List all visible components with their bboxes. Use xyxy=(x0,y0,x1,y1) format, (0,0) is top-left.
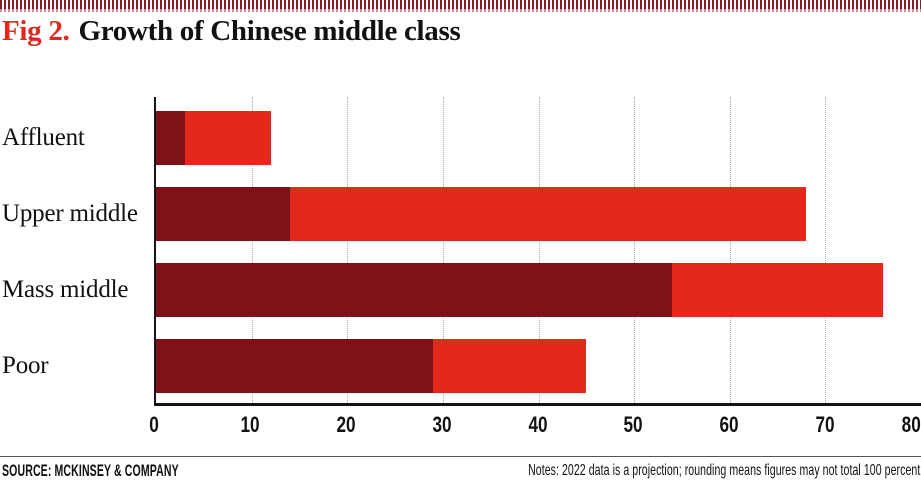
category-label: Mass middle xyxy=(2,276,129,303)
category-label: Poor xyxy=(2,352,49,379)
x-tick-label: 50 xyxy=(623,412,643,437)
bar-row xyxy=(156,263,921,317)
bar-row xyxy=(156,111,921,165)
bar-segment-dark xyxy=(156,263,673,317)
x-tick-label: 20 xyxy=(336,412,356,437)
bar-segment-dark xyxy=(156,111,185,165)
gridline xyxy=(825,97,827,403)
gridline xyxy=(251,97,253,403)
plot-area xyxy=(154,97,921,406)
bar-segment-bright xyxy=(289,187,807,241)
chart-title-text: Growth of Chinese middle class xyxy=(78,15,461,47)
bar-segment-bright xyxy=(184,111,271,165)
x-tick-label: 30 xyxy=(432,412,452,437)
source-text: SOURCE: MCKINSEY & COMPANY xyxy=(2,461,179,480)
category-label: Upper middle xyxy=(2,200,138,227)
gridline xyxy=(442,97,444,403)
striped-top-border xyxy=(0,0,921,12)
x-tick-label: 40 xyxy=(527,412,548,437)
x-axis-tick-labels: 0 10 20 30 40 50 60 70 80 xyxy=(149,412,921,442)
figure-number-label: Fig 2. xyxy=(2,15,70,47)
bar-row xyxy=(156,187,921,241)
bar-segment-dark xyxy=(156,187,290,241)
x-tick-label: 70 xyxy=(815,412,835,437)
x-tick-label: 60 xyxy=(719,412,739,437)
x-tick-label: 10 xyxy=(240,412,260,437)
gridline xyxy=(634,97,636,403)
category-labels: Affluent Upper middle Mass middle Poor xyxy=(2,97,152,406)
footer-divider xyxy=(0,456,921,457)
chart-title: Fig 2. Growth of Chinese middle class xyxy=(2,15,461,48)
notes-text: Notes: 2022 data is a projection; roundi… xyxy=(527,462,920,479)
bar-row xyxy=(156,339,921,393)
gridline xyxy=(347,97,349,403)
x-tick-label: 0 xyxy=(149,412,159,437)
x-tick-label: 80 xyxy=(901,412,921,437)
category-label: Affluent xyxy=(2,124,85,151)
bar-segment-dark xyxy=(156,339,434,393)
gridline xyxy=(729,97,731,403)
bar-segment-bright xyxy=(672,263,883,317)
gridline xyxy=(538,97,540,403)
bar-segment-bright xyxy=(433,339,587,393)
